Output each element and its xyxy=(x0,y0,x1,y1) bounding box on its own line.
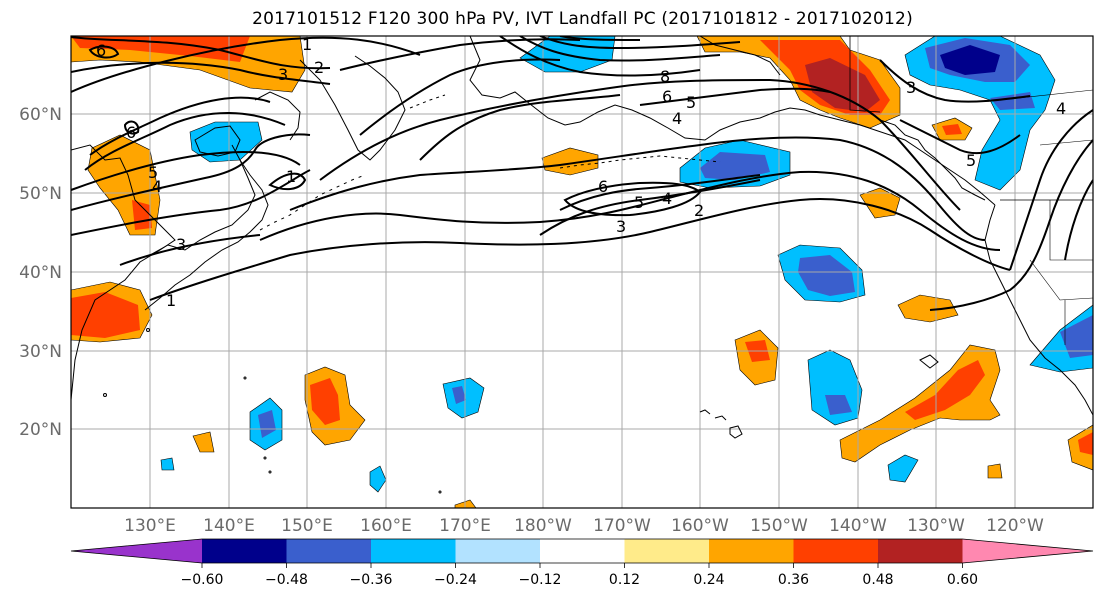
colorbar-segment xyxy=(286,539,371,563)
colorbar-tick-label: −0.12 xyxy=(519,572,562,588)
contour-labels: 6 2 3 1 6 5 4 1 3 1 8 6 5 4 6 5 4 3 2 3 … xyxy=(96,35,1066,310)
lon-label: 150°W xyxy=(750,516,808,536)
colorbar-tick-label: 0.60 xyxy=(947,572,978,588)
colorbar-segment xyxy=(793,539,878,563)
colorbar-segment xyxy=(371,539,456,563)
colorbar-segment xyxy=(624,539,709,563)
colorbar-segment xyxy=(202,539,287,563)
lon-label: 180°W xyxy=(514,516,572,536)
contour-label: 6 xyxy=(598,177,608,196)
contour-label: 1 xyxy=(166,291,176,310)
colorbar-segment xyxy=(540,539,625,563)
lon-label: 160°W xyxy=(671,516,729,536)
pv-contours xyxy=(71,36,1093,311)
contour-label: 1 xyxy=(286,167,296,186)
colorbar-tick-label: −0.24 xyxy=(434,572,477,588)
map-panel: 6 2 3 1 6 5 4 1 3 1 8 6 5 4 6 5 4 3 2 3 … xyxy=(71,35,1093,508)
lon-label: 120°W xyxy=(986,516,1044,536)
contour-label: 6 xyxy=(126,123,136,142)
contour-label: 3 xyxy=(176,235,186,254)
colorbar-segment xyxy=(878,539,963,563)
colorbar-segment xyxy=(709,539,794,563)
contour-label: 4 xyxy=(152,177,162,196)
contour-label: 3 xyxy=(278,65,288,84)
colorbar-tick-label: 0.24 xyxy=(693,572,724,588)
contour-label: 5 xyxy=(634,193,644,212)
contour-label: 6 xyxy=(662,87,672,106)
lon-label: 140°W xyxy=(829,516,887,536)
contour-label: 1 xyxy=(302,35,312,54)
map-frame xyxy=(70,35,1094,509)
contour-label: 4 xyxy=(662,189,672,208)
colorbar-tick-label: −0.48 xyxy=(265,572,308,588)
figure-title: 2017101512 F120 300 hPa PV, IVT Landfall… xyxy=(252,9,913,29)
contour-label: 6 xyxy=(96,41,106,60)
colorbar-segment xyxy=(962,539,1093,563)
contour-label: 4 xyxy=(1056,99,1066,118)
contour-label: 3 xyxy=(906,78,916,97)
colorbar-tick-label: −0.60 xyxy=(181,572,224,588)
contour-label: 3 xyxy=(616,217,626,236)
lat-label: 20°N xyxy=(19,420,62,440)
longitude-labels: 130°E 140°E 150°E 160°E 170°E 180°W 170°… xyxy=(124,516,1044,536)
lon-label: 130°E xyxy=(124,516,176,536)
contour-label: 4 xyxy=(672,109,682,128)
lat-label: 60°N xyxy=(19,105,62,125)
contour-label: 5 xyxy=(148,163,158,182)
lon-label: 140°E xyxy=(203,516,255,536)
lat-label: 30°N xyxy=(19,342,62,362)
contour-label: 2 xyxy=(314,58,324,77)
contour-label: 5 xyxy=(966,151,976,170)
latitude-labels: 60°N 50°N 40°N 30°N 20°N xyxy=(19,105,62,440)
contour-label: 5 xyxy=(686,93,696,112)
colorbar: −0.60 −0.48 −0.36 −0.24 −0.12 0.12 0.24 … xyxy=(70,538,1094,588)
colorbar-tick-label: −0.36 xyxy=(350,572,393,588)
contour-label: 2 xyxy=(694,201,704,220)
contour-label: 8 xyxy=(660,67,670,86)
lat-label: 40°N xyxy=(19,263,62,283)
colorbar-segment xyxy=(455,539,540,563)
colorbar-tick-label: 0.12 xyxy=(609,572,640,588)
lon-label: 150°E xyxy=(281,516,333,536)
lon-label: 170°E xyxy=(439,516,491,536)
lon-label: 130°W xyxy=(907,516,965,536)
lon-label: 160°E xyxy=(360,516,412,536)
colorbar-tick-label: 0.36 xyxy=(778,572,809,588)
colorbar-segment xyxy=(71,539,202,563)
colorbar-tick-label: 0.48 xyxy=(862,572,893,588)
lon-label: 170°W xyxy=(593,516,651,536)
lat-label: 50°N xyxy=(19,184,62,204)
